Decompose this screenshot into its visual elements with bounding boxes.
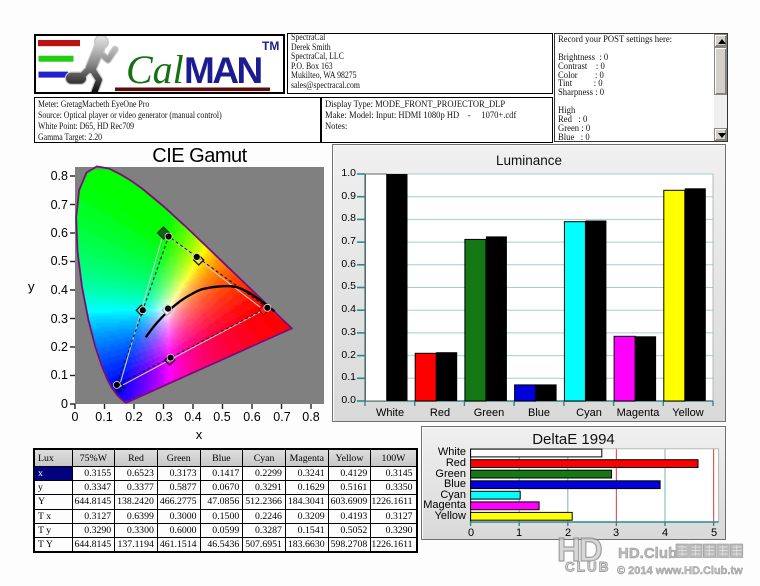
- svg-text:HD: HD: [557, 533, 602, 568]
- svg-text:HD.Club: HD.Club: [618, 545, 677, 562]
- svg-text:MAN: MAN: [184, 50, 262, 91]
- svg-text:CLUB: CLUB: [565, 560, 611, 575]
- svg-text:© 2014 www.HD.Club.tw: © 2014 www.HD.Club.tw: [617, 565, 743, 577]
- svg-text:Cal: Cal: [126, 47, 184, 92]
- svg-text:TM: TM: [262, 39, 279, 53]
